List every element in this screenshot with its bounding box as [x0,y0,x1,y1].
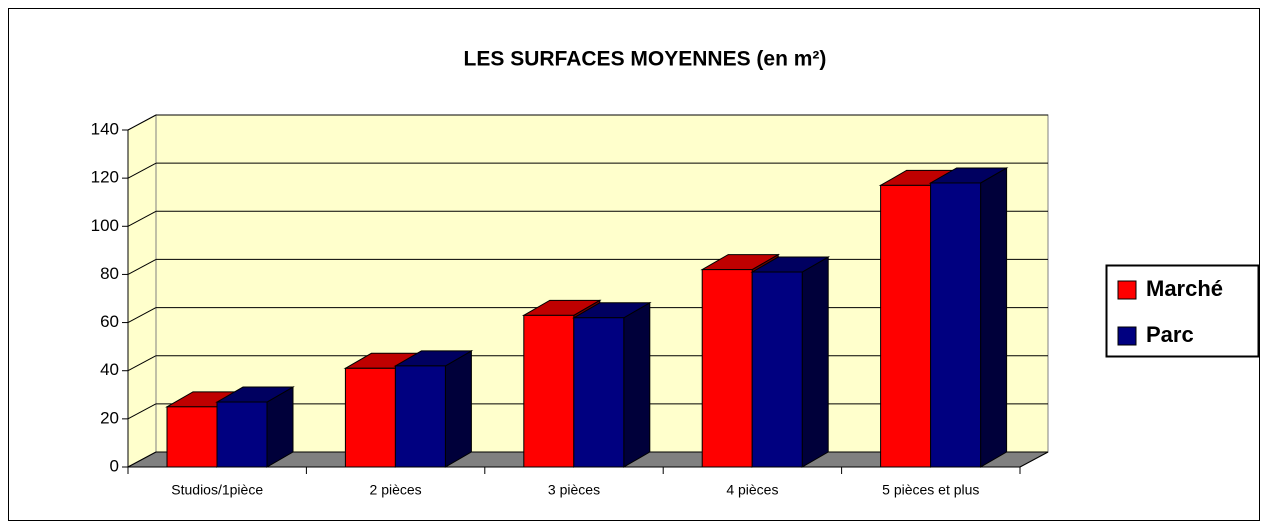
side-wall [127,114,157,468]
bar-side [801,256,829,468]
x-tick-label: 2 pièces [370,482,422,498]
y-tick-label: 120 [91,168,119,187]
y-tick-label: 0 [110,456,119,475]
legend-swatch [1117,280,1137,300]
bar-front [751,271,803,468]
bar-front [880,184,932,468]
x-axis-edge [1019,451,1049,468]
x-tick-label: 4 pièces [726,482,778,498]
bar-side [444,350,472,468]
legend-label: Marché [1146,276,1223,301]
y-tick-label: 40 [100,360,119,379]
bar-front [573,317,625,468]
chart-title: LES SURFACES MOYENNES (en m²) [464,48,827,71]
bar-front [523,314,575,468]
bar [215,386,295,468]
x-tick-label: Studios/1pièce [171,482,263,498]
legend-label: Parc [1146,322,1194,347]
bar-front [216,401,268,468]
bar-side [980,167,1008,468]
y-tick-label: 60 [100,312,119,331]
bar [928,167,1009,468]
bar-front [394,365,446,468]
grid-line [127,307,157,324]
bar-front [701,269,753,468]
grid-line [127,114,157,131]
x-tick-label: 5 pièces et plus [882,482,979,498]
grid-line [127,210,157,227]
bar-front [166,406,218,468]
grid-line [127,258,157,275]
x-tick-label: 3 pièces [548,482,600,498]
bar-front [344,367,396,468]
grid-line [127,403,157,420]
y-tick-label: 20 [100,408,119,427]
grid-line [127,162,157,179]
legend-swatch [1117,326,1137,346]
bar-front [930,182,982,468]
y-tick-label: 140 [91,119,119,138]
bar [393,350,474,468]
bar [750,256,831,468]
bar [571,301,652,468]
y-tick-label: 100 [91,216,119,235]
grid-line [127,451,157,468]
bar-side [623,301,651,468]
y-tick-label: 80 [100,264,119,283]
grid-line [127,355,157,372]
